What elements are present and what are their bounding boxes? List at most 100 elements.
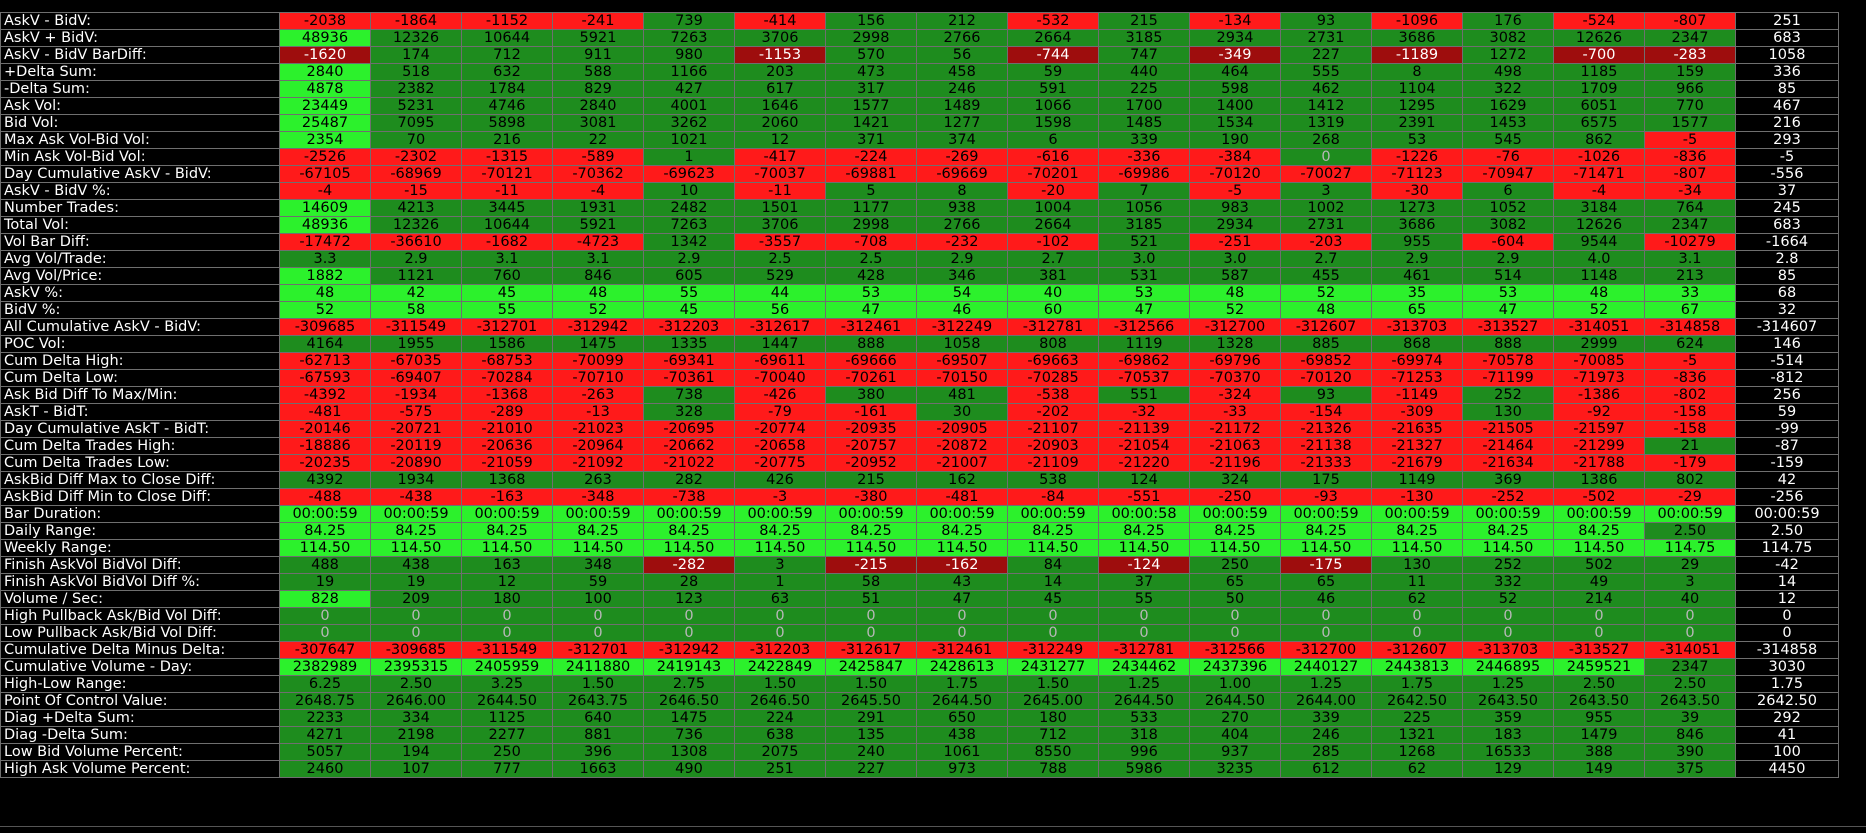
- value-cell: -251: [1189, 233, 1281, 251]
- value-cell: 246: [1280, 726, 1372, 744]
- value-cell: 162: [916, 471, 1008, 489]
- value-cell: -21059: [461, 454, 553, 472]
- value-cell: 130: [1462, 403, 1554, 421]
- value-cell: 2731: [1280, 216, 1372, 234]
- value-cell: 881: [552, 726, 644, 744]
- value-cell: -589: [552, 148, 644, 166]
- value-cell: 51: [825, 590, 917, 608]
- study-row: AskT - BidT: -481 -575 -289 -13 328 -79 -161 30-…: [0, 403, 1839, 421]
- value-cell: -20721: [370, 420, 462, 438]
- value-cell: -11: [734, 182, 826, 200]
- value-cell: 00:00:59: [552, 505, 644, 523]
- value-cell: 84.25: [1553, 522, 1645, 540]
- value-cell: 159: [1644, 63, 1736, 81]
- value-cell: 0: [1553, 624, 1645, 642]
- value-cell: 1342: [643, 233, 735, 251]
- value-cell: 390: [1644, 743, 1736, 761]
- value-cell: 22: [552, 131, 644, 149]
- value-cell: -15: [370, 182, 462, 200]
- value-cell: 3.1: [461, 250, 553, 268]
- value-cell: -70285: [1007, 369, 1099, 387]
- value-cell: 175: [1280, 471, 1372, 489]
- value-cell: 346: [916, 267, 1008, 285]
- value-cell: 45: [461, 284, 553, 302]
- study-row: Cumulative Delta Minus Delta: -307647 -309…: [0, 641, 1839, 659]
- value-cell: 35: [1371, 284, 1463, 302]
- row-label: Avg Vol/Trade:: [0, 250, 280, 268]
- row-label: Number Trades:: [0, 199, 280, 217]
- value-cell: 521: [1098, 233, 1190, 251]
- value-cell: 114.50: [916, 539, 1008, 557]
- value-cell: 1321: [1371, 726, 1463, 744]
- value-cell: -438: [370, 488, 462, 506]
- value-cell: 14: [1007, 573, 1099, 591]
- value-cell: -21007: [916, 454, 1008, 472]
- value-cell: 2646.50: [643, 692, 735, 710]
- value-cell: 6051: [1553, 97, 1645, 115]
- value-cell: 996: [1098, 743, 1190, 761]
- value-cell: -163: [461, 488, 553, 506]
- value-cell: 12326: [370, 29, 462, 47]
- row-label: Weekly Range:: [0, 539, 280, 557]
- current-bar-value-cell: 1.75: [1735, 675, 1839, 693]
- value-cell: -70085: [1553, 352, 1645, 370]
- value-cell: 3184: [1553, 199, 1645, 217]
- value-cell: 1319: [1280, 114, 1372, 132]
- current-bar-value-cell: 2.50: [1735, 522, 1839, 540]
- value-cell: 19: [370, 573, 462, 591]
- study-row: AskBid Diff Max to Close Diff: 4392 1934 13…: [0, 471, 1839, 489]
- value-cell: -36610: [370, 233, 462, 251]
- value-cell: 180: [461, 590, 553, 608]
- value-cell: 461: [1371, 267, 1463, 285]
- value-cell: 2934: [1189, 216, 1281, 234]
- row-label: Day Cumulative AskT - BidT:: [0, 420, 280, 438]
- value-cell: 1598: [1007, 114, 1099, 132]
- value-cell: 84.25: [643, 522, 735, 540]
- value-cell: 427: [643, 80, 735, 98]
- value-cell: -502: [1553, 488, 1645, 506]
- study-row: +Delta Sum: 2840 518 632 588 1166 203 473 458 59 4…: [0, 63, 1839, 81]
- value-cell: 1.50: [552, 675, 644, 693]
- value-cell: 12: [734, 131, 826, 149]
- value-cell: 5057: [279, 743, 371, 761]
- value-cell: 0: [461, 624, 553, 642]
- value-cell: -20905: [916, 420, 1008, 438]
- value-cell: -69507: [916, 352, 1008, 370]
- value-cell: -312203: [643, 318, 735, 336]
- value-cell: 1166: [643, 63, 735, 81]
- value-cell: 4213: [370, 199, 462, 217]
- value-cell: 00:00:59: [279, 505, 371, 523]
- row-label: Max Ask Vol-Bid Vol:: [0, 131, 280, 149]
- value-cell: 1.75: [916, 675, 1008, 693]
- value-cell: 911: [552, 46, 644, 64]
- value-cell: 1501: [734, 199, 826, 217]
- value-cell: 84.25: [734, 522, 826, 540]
- value-cell: 52: [1553, 301, 1645, 319]
- value-cell: -20235: [279, 454, 371, 472]
- value-cell: -130: [1371, 488, 1463, 506]
- value-cell: -21138: [1280, 437, 1372, 455]
- study-row: AskBid Diff Min to Close Diff: -488 -438 -1…: [0, 488, 1839, 506]
- value-cell: 48: [552, 284, 644, 302]
- value-cell: 65: [1280, 573, 1372, 591]
- row-label: Cum Delta Trades Low:: [0, 454, 280, 472]
- value-cell: 0: [552, 607, 644, 625]
- value-cell: 712: [1007, 726, 1099, 744]
- value-cell: 48: [1553, 284, 1645, 302]
- value-cell: 114.50: [370, 539, 462, 557]
- value-cell: 114.50: [1462, 539, 1554, 557]
- value-cell: 0: [1189, 607, 1281, 625]
- value-cell: 1004: [1007, 199, 1099, 217]
- value-cell: 114.50: [461, 539, 553, 557]
- value-cell: 227: [825, 760, 917, 778]
- value-cell: 514: [1462, 267, 1554, 285]
- value-cell: 1295: [1371, 97, 1463, 115]
- value-cell: 2431277: [1007, 658, 1099, 676]
- value-cell: 10644: [461, 29, 553, 47]
- value-cell: 388: [1553, 743, 1645, 761]
- bottom-scroll-strip[interactable]: [0, 826, 1866, 833]
- row-label: Ask Vol:: [0, 97, 280, 115]
- current-bar-value-cell: 85: [1735, 80, 1839, 98]
- value-cell: 224: [734, 709, 826, 727]
- value-cell: 650: [916, 709, 1008, 727]
